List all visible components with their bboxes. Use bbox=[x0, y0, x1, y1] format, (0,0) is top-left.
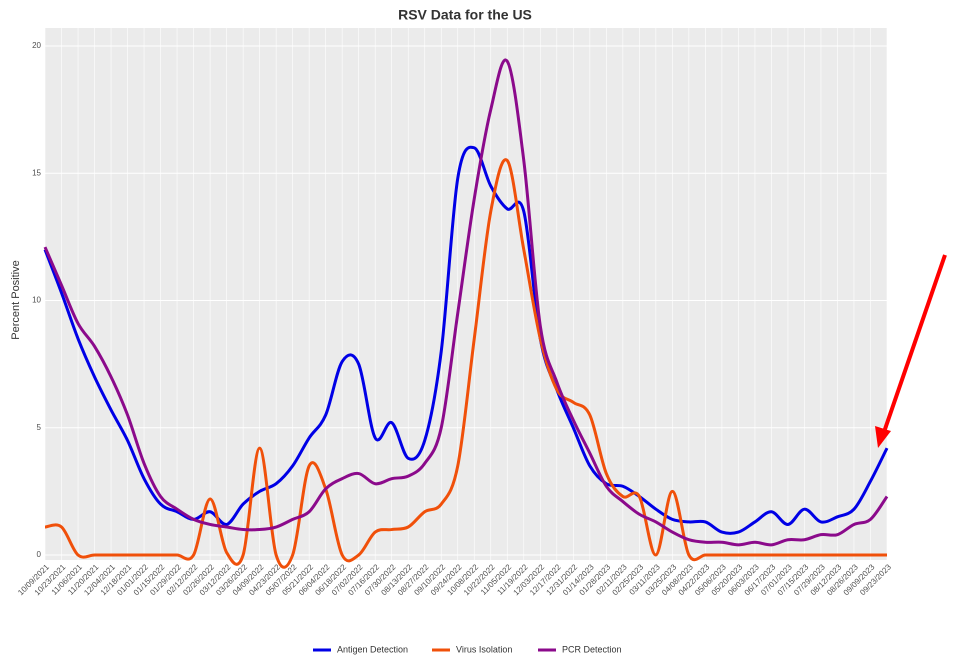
series-line bbox=[43, 58, 889, 547]
y-tick-label: 0 bbox=[37, 550, 42, 559]
annotation-arrow bbox=[875, 254, 947, 448]
y-tick-label: 10 bbox=[32, 296, 41, 305]
y-tick-label: 15 bbox=[32, 168, 41, 177]
y-tick-label: 5 bbox=[37, 423, 42, 432]
chart-title: RSV Data for the US bbox=[398, 7, 532, 23]
y-axis-label: Percent Positive bbox=[10, 260, 22, 339]
arrow-head bbox=[875, 426, 891, 448]
plot-panel bbox=[45, 28, 887, 560]
legend-label: PCR Detection bbox=[562, 644, 622, 654]
legend-label: Virus Isolation bbox=[456, 644, 512, 654]
arrow-shaft bbox=[882, 254, 947, 433]
legend-label: Antigen Detection bbox=[337, 644, 408, 654]
series-line bbox=[44, 158, 887, 569]
y-tick-label: 20 bbox=[32, 41, 41, 50]
